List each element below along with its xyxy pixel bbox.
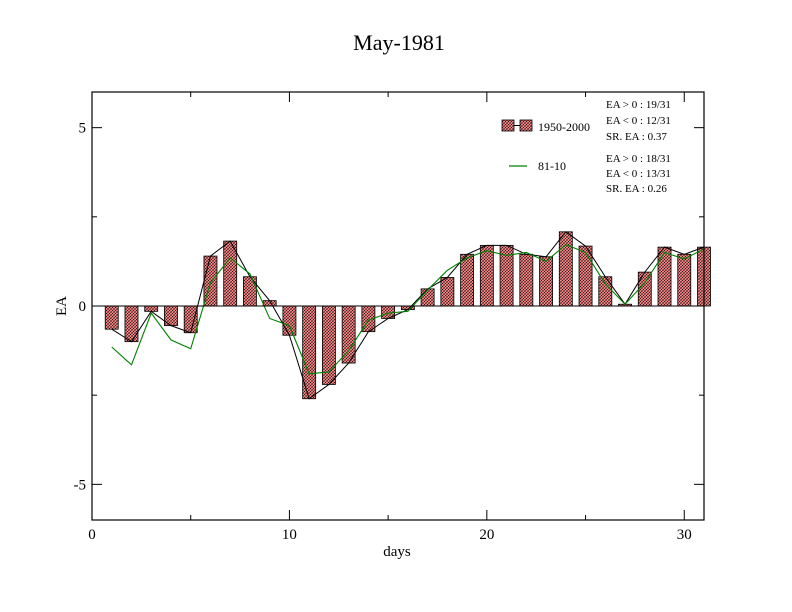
y-tick-label--5: -5: [74, 477, 87, 493]
bar-day-20: [480, 245, 493, 306]
legend-swatch-right: [520, 120, 532, 131]
bar-day-28: [638, 272, 651, 306]
bar-day-23: [540, 257, 553, 306]
bar-day-13: [342, 306, 355, 363]
legend-stat-1-pos: EA > 0 : 19/31: [606, 99, 671, 111]
legend-stat-2-sr: SR. EA : 0.26: [606, 183, 667, 195]
bar-day-8: [243, 277, 256, 306]
bar-day-24: [559, 232, 572, 306]
bar-day-10: [283, 306, 296, 335]
bar-day-7: [224, 241, 237, 306]
bar-day-17: [421, 289, 434, 306]
bar-day-19: [461, 254, 474, 306]
x-tick-label-10: 10: [282, 527, 297, 543]
bar-day-22: [520, 254, 533, 306]
x-tick-label-30: 30: [677, 527, 692, 543]
bar-day-26: [599, 277, 612, 306]
y-tick-label-0: 0: [79, 299, 87, 315]
y-axis-label: EA: [54, 296, 70, 316]
bar-day-3: [145, 306, 158, 311]
bar-day-30: [678, 254, 691, 306]
bar-day-1: [105, 306, 118, 329]
legend-label-1950-2000: 1950-2000: [538, 120, 590, 134]
bar-day-29: [658, 247, 671, 306]
x-axis-label: days: [383, 544, 411, 560]
bar-day-5: [184, 306, 197, 333]
legend-label-81-10: 81-10: [538, 159, 566, 173]
legend-stat-2-pos: EA > 0 : 18/31: [606, 153, 671, 165]
legend-swatch-left: [502, 120, 514, 131]
bar-day-2: [125, 306, 138, 342]
y-tick-label-5: 5: [79, 121, 87, 137]
chart: May-1981 days EA 0 10 20 30 -5 0 5 1950-2000 E…: [0, 0, 792, 612]
chart-title: May-1981: [353, 30, 445, 55]
legend-stat-1-sr: SR. EA : 0.37: [606, 131, 667, 143]
legend-stat-1-neg: EA < 0 : 12/31: [606, 115, 671, 127]
bar-day-18: [441, 277, 454, 306]
legend: 1950-2000 EA > 0 : 19/31 EA < 0 : 12/31 …: [502, 99, 671, 195]
bar-day-25: [579, 246, 592, 306]
x-tick-label-20: 20: [479, 527, 494, 543]
line-series: [112, 232, 704, 399]
legend-stat-2-neg: EA < 0 : 13/31: [606, 168, 671, 180]
bar-series: [105, 232, 710, 399]
x-tick-label-0: 0: [88, 527, 96, 543]
